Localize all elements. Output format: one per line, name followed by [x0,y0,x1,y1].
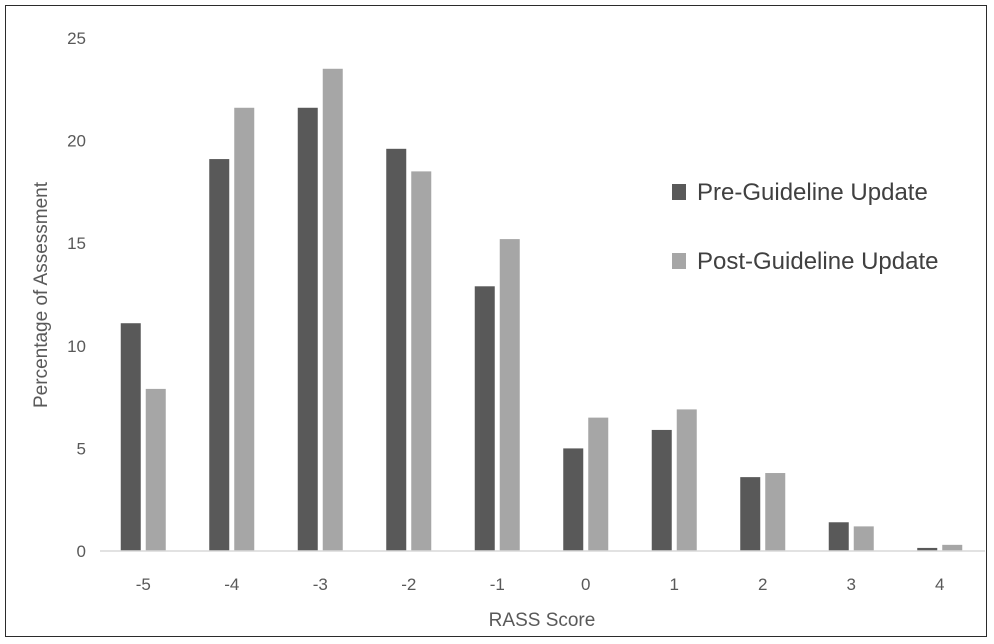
legend-swatch [672,253,686,269]
x-tick-label: 4 [935,575,944,594]
legend-label: Pre-Guideline Update [697,179,928,206]
bar-pre [474,286,495,551]
bar-post [234,107,255,551]
bar-post [145,388,166,551]
bar-pre [386,148,407,552]
bar-pre [297,107,318,551]
y-tick-label: 5 [77,439,86,458]
bar-post [765,473,786,551]
bar-post [853,526,874,551]
bar-post [322,68,343,551]
x-axis-ticks: -5 -4 -3 -2 -1 0 1 2 3 4 [136,575,945,594]
bar-post [588,417,609,551]
x-tick-label: 0 [581,575,590,594]
bar-post [676,409,697,551]
x-tick-label: -5 [136,575,151,594]
y-tick-label: 15 [67,234,86,253]
x-tick-label: 2 [758,575,767,594]
bar-pre [209,159,230,551]
x-tick-label: -1 [490,575,505,594]
bar-pre [563,448,584,551]
legend-swatch [672,184,686,200]
x-tick-label: -2 [401,575,416,594]
bar-post [499,239,520,551]
legend-label: Post-Guideline Update [697,248,938,275]
x-tick-label: -4 [224,575,239,594]
legend: Pre-Guideline Update Post-Guideline Updat… [672,179,938,275]
bar-pre [740,477,761,551]
x-tick-label: 1 [670,575,679,594]
x-tick-label: 3 [847,575,856,594]
bar-pre [651,429,672,551]
bar-post [942,544,963,551]
bars [120,68,963,552]
chart-frame [5,5,987,637]
y-axis-ticks: 0 5 10 15 20 25 [67,29,86,561]
x-axis-title: RASS Score [489,610,596,631]
y-tick-label: 0 [77,542,86,561]
y-axis-title: Percentage of Assessment [31,181,52,408]
bar-post [411,171,432,551]
y-tick-label: 20 [67,132,86,151]
bar-pre [120,323,141,551]
bar-pre [828,522,849,551]
bar-pre [917,547,938,551]
y-tick-label: 10 [67,337,86,356]
y-tick-label: 25 [67,29,86,48]
x-tick-label: -3 [313,575,328,594]
